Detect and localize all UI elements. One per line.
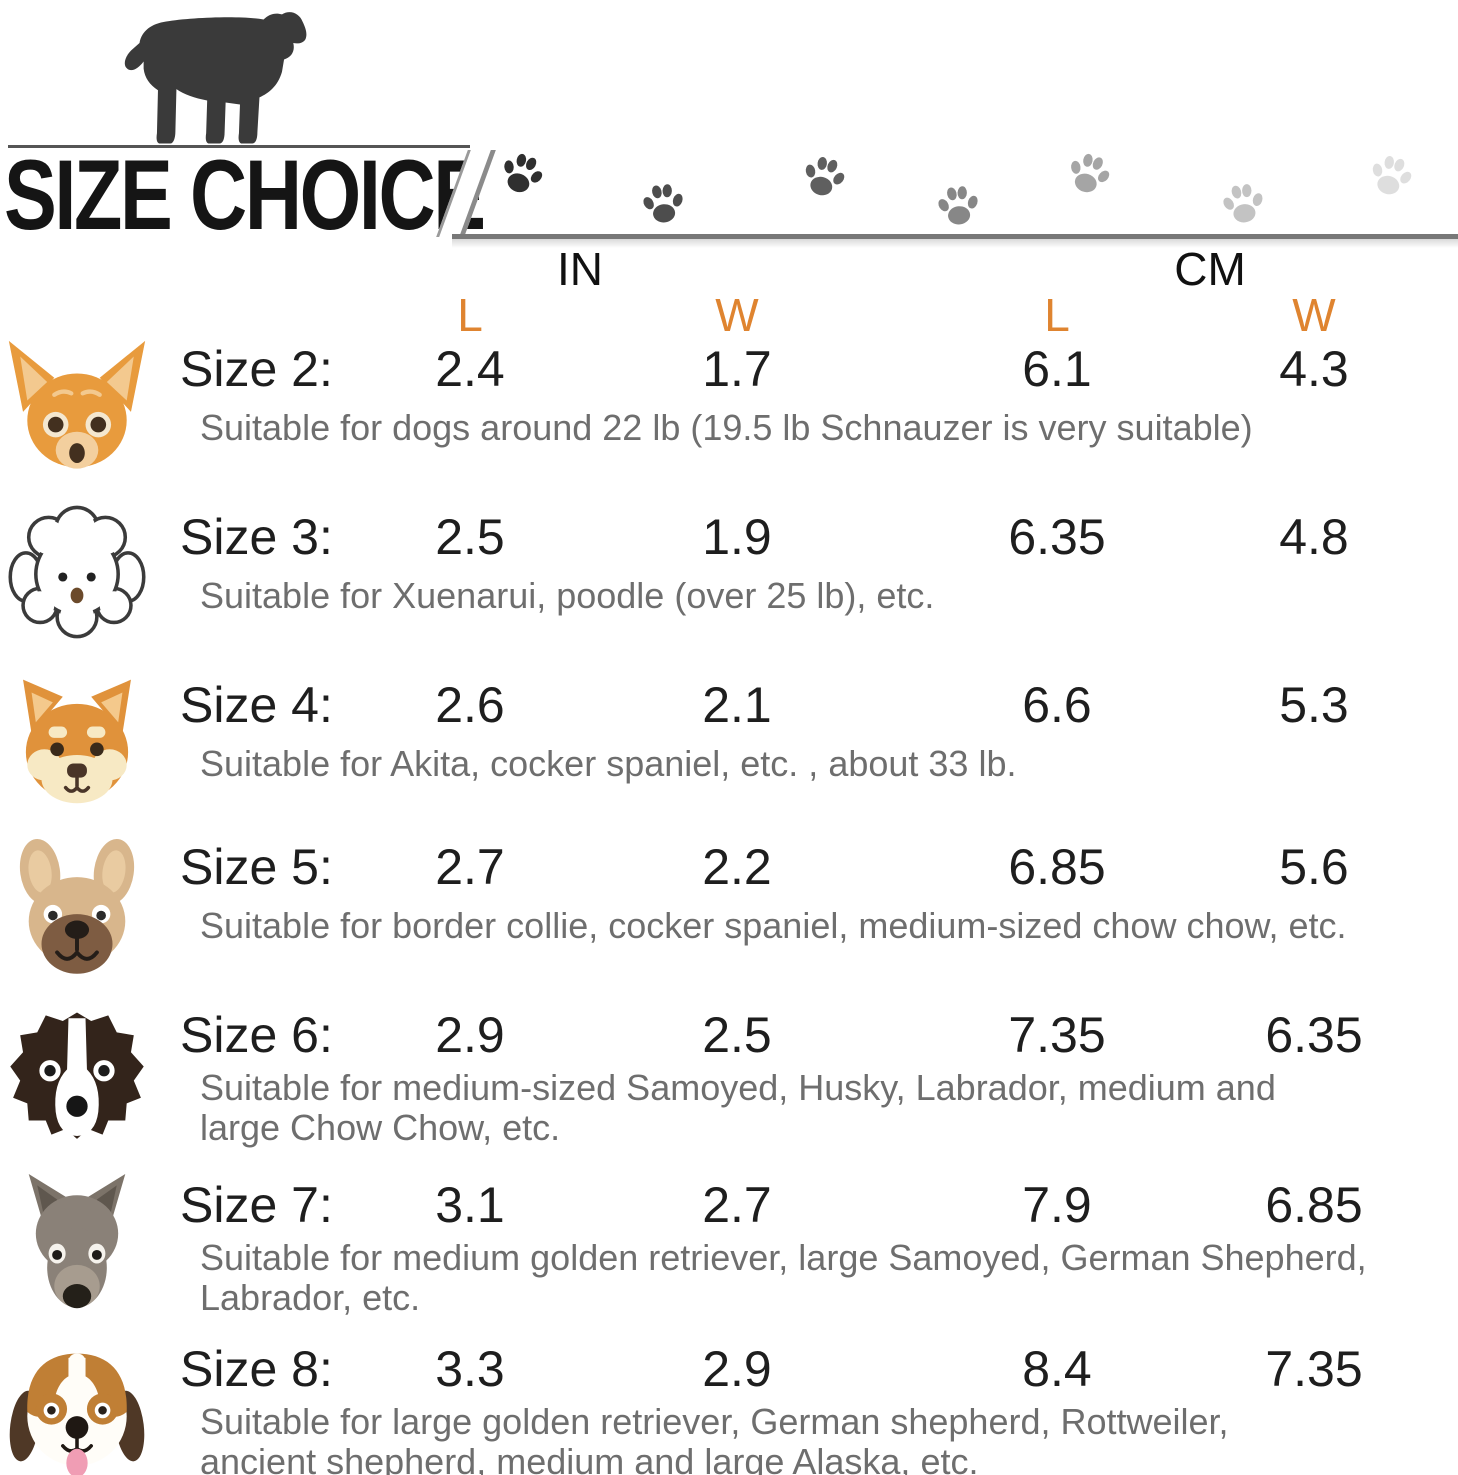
value-in-l: 2.5 xyxy=(435,509,505,565)
table-row-size-3: Size 3: 2.5 1.9 6.35 4.8 Suitable for Xu… xyxy=(0,505,1458,676)
table-row-size-5: Size 5: 2.7 2.2 6.85 5.6 Suitable for bo… xyxy=(0,838,1458,1006)
size-label: Size 6: xyxy=(180,1007,333,1063)
header-rule xyxy=(8,145,470,148)
value-cm-l: 7.35 xyxy=(1008,1007,1106,1063)
paw-print-icon xyxy=(489,140,556,207)
value-in-w: 2.1 xyxy=(702,677,772,733)
size-label: Size 4: xyxy=(180,677,333,733)
size-description: Suitable for dogs around 22 lb (19.5 lb … xyxy=(200,407,1253,448)
header-underline-shadow xyxy=(452,239,1458,248)
value-in-w: 2.5 xyxy=(702,1007,772,1063)
poodle-icon xyxy=(6,502,148,652)
page-title: SIZE CHOICE xyxy=(4,139,486,250)
value-in-l: 2.9 xyxy=(435,1007,505,1063)
value-in-l: 2.7 xyxy=(435,839,505,895)
table-row-size-8: Size 8: 3.3 2.9 8.4 7.35 Suitable for la… xyxy=(0,1340,1458,1475)
value-cm-l: 6.1 xyxy=(1022,341,1092,397)
column-header-width-cm: W xyxy=(1292,289,1336,341)
value-in-w: 2.7 xyxy=(702,1177,772,1233)
value-in-w: 1.9 xyxy=(702,509,772,565)
value-in-l: 3.1 xyxy=(435,1177,505,1233)
size-description: Suitable for medium golden retriever, la… xyxy=(200,1237,1367,1319)
chihuahua-icon xyxy=(6,334,148,484)
gray-dog-icon xyxy=(6,1170,148,1320)
paw-print-icon xyxy=(929,176,986,233)
value-in-l: 3.3 xyxy=(435,1341,505,1397)
value-cm-l: 6.85 xyxy=(1008,839,1106,895)
size-description: Suitable for border collie, cocker spani… xyxy=(200,905,1347,946)
value-cm-l: 8.4 xyxy=(1022,1341,1092,1397)
size-description: Suitable for Xuenarui, poodle (over 25 l… xyxy=(200,575,935,616)
table-row-size-4: Size 4: 2.6 2.1 6.6 5.3 Suitable for Aki… xyxy=(0,676,1458,844)
value-cm-w: 5.6 xyxy=(1279,839,1349,895)
dog-silhouette-icon xyxy=(118,0,323,148)
french-bulldog-icon xyxy=(6,832,148,982)
size-label: Size 5: xyxy=(180,839,333,895)
value-cm-w: 6.85 xyxy=(1265,1177,1363,1233)
value-in-l: 2.6 xyxy=(435,677,505,733)
value-cm-w: 7.35 xyxy=(1265,1341,1363,1397)
border-collie-icon xyxy=(6,1000,148,1150)
size-description: Suitable for medium-sized Samoyed, Husky… xyxy=(200,1067,1276,1149)
table-row-size-7: Size 7: 3.1 2.7 7.9 6.85 Suitable for me… xyxy=(0,1174,1458,1344)
header-underline xyxy=(452,234,1458,239)
size-description: Suitable for Akita, cocker spaniel, etc.… xyxy=(200,743,1017,784)
st-bernard-icon xyxy=(6,1334,148,1475)
unit-header-cm: CM xyxy=(1174,243,1246,295)
value-cm-w: 4.8 xyxy=(1279,509,1349,565)
table-row-size-2: Size 2: 2.4 1.7 6.1 4.3 Suitable for dog… xyxy=(0,340,1458,508)
table-row-size-6: Size 6: 2.9 2.5 7.35 6.35 Suitable for m… xyxy=(0,1006,1458,1174)
unit-header-in: IN xyxy=(557,243,603,295)
value-in-w: 1.7 xyxy=(702,341,772,397)
size-label: Size 2: xyxy=(180,341,333,397)
value-in-w: 2.9 xyxy=(702,1341,772,1397)
size-label: Size 8: xyxy=(180,1341,333,1397)
column-header-length-in: L xyxy=(457,289,483,341)
value-in-w: 2.2 xyxy=(702,839,772,895)
paw-print-icon xyxy=(1214,174,1273,233)
column-header-width-in: W xyxy=(715,289,759,341)
paw-print-icon xyxy=(1056,140,1122,206)
paw-print-icon xyxy=(1359,143,1423,207)
paw-print-icon xyxy=(792,144,856,208)
value-cm-w: 4.3 xyxy=(1279,341,1349,397)
value-cm-l: 6.35 xyxy=(1008,509,1106,565)
value-cm-l: 7.9 xyxy=(1022,1177,1092,1233)
size-label: Size 7: xyxy=(180,1177,333,1233)
shiba-icon xyxy=(6,670,148,820)
paw-print-icon xyxy=(634,174,691,231)
column-header-length-cm: L xyxy=(1044,289,1070,341)
value-in-l: 2.4 xyxy=(435,341,505,397)
size-description: Suitable for large golden retriever, Ger… xyxy=(200,1401,1229,1475)
value-cm-w: 6.35 xyxy=(1265,1007,1363,1063)
size-label: Size 3: xyxy=(180,509,333,565)
value-cm-l: 6.6 xyxy=(1022,677,1092,733)
value-cm-w: 5.3 xyxy=(1279,677,1349,733)
